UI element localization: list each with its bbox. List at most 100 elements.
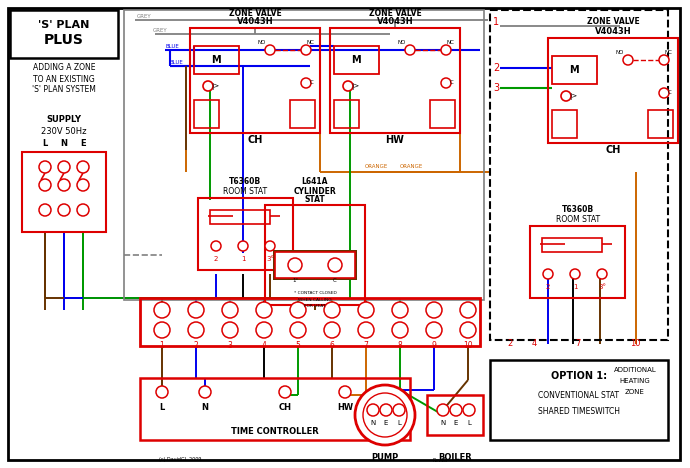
Text: |>: |>	[569, 93, 577, 100]
Bar	[198, 198, 293, 270]
Circle shape	[570, 269, 580, 279]
Text: ORANGE: ORANGE	[365, 163, 388, 168]
Text: CH: CH	[605, 145, 621, 155]
Circle shape	[392, 322, 408, 338]
Text: 1: 1	[573, 284, 578, 290]
Text: 3: 3	[493, 83, 499, 93]
Bar	[140, 378, 410, 440]
Text: M: M	[351, 55, 361, 65]
Text: ORANGE: ORANGE	[400, 163, 423, 168]
Text: NC: NC	[664, 51, 672, 56]
Text: 10: 10	[463, 341, 473, 350]
Circle shape	[437, 404, 449, 416]
Circle shape	[39, 161, 51, 173]
Text: N: N	[61, 139, 68, 148]
Bar	[542, 238, 602, 252]
Circle shape	[77, 204, 89, 216]
Circle shape	[463, 404, 475, 416]
Circle shape	[623, 55, 633, 65]
Text: Rev1a: Rev1a	[433, 458, 448, 462]
Circle shape	[154, 322, 170, 338]
Circle shape	[358, 322, 374, 338]
Circle shape	[405, 45, 415, 55]
Circle shape	[659, 88, 669, 98]
Text: 3°: 3°	[598, 284, 606, 290]
Bar	[290, 100, 315, 128]
Text: NO: NO	[258, 41, 266, 45]
Text: 3: 3	[228, 341, 233, 350]
Text: V4043H: V4043H	[237, 17, 273, 27]
Text: BOILER: BOILER	[438, 453, 472, 461]
Circle shape	[460, 322, 476, 338]
Bar	[190, 28, 320, 133]
Bar	[648, 110, 673, 138]
Text: 1°: 1°	[292, 278, 298, 284]
Circle shape	[77, 179, 89, 191]
Circle shape	[203, 81, 213, 91]
Text: TO AN EXISTING: TO AN EXISTING	[33, 74, 95, 83]
Circle shape	[339, 386, 351, 398]
Bar	[273, 250, 357, 280]
Text: L: L	[467, 420, 471, 426]
Text: T6360B: T6360B	[229, 177, 261, 187]
Text: HW: HW	[386, 135, 404, 145]
Text: 1: 1	[159, 341, 164, 350]
Text: CYLINDER: CYLINDER	[294, 188, 337, 197]
Bar	[490, 10, 668, 340]
Text: T6360B: T6360B	[562, 205, 594, 214]
Circle shape	[460, 302, 476, 318]
Circle shape	[39, 204, 51, 216]
Circle shape	[441, 78, 451, 88]
Circle shape	[265, 241, 275, 251]
Text: ROOM STAT: ROOM STAT	[223, 188, 267, 197]
Bar	[194, 46, 239, 74]
Circle shape	[77, 161, 89, 173]
Text: 8: 8	[397, 341, 402, 350]
Text: SUPPLY: SUPPLY	[46, 116, 81, 124]
Text: M: M	[211, 55, 221, 65]
Circle shape	[301, 78, 311, 88]
Text: 230V 50Hz: 230V 50Hz	[41, 126, 87, 136]
Bar	[552, 110, 577, 138]
Text: 7: 7	[364, 341, 368, 350]
Bar	[430, 100, 455, 128]
Circle shape	[392, 302, 408, 318]
Circle shape	[279, 386, 291, 398]
Circle shape	[58, 161, 70, 173]
Text: NC: NC	[306, 41, 314, 45]
Text: |>: |>	[351, 82, 359, 89]
Text: C: C	[668, 90, 672, 95]
Text: ROOM STAT: ROOM STAT	[556, 215, 600, 225]
Text: E: E	[384, 420, 388, 426]
Text: TIME CONTROLLER: TIME CONTROLLER	[231, 427, 319, 437]
Text: GREY: GREY	[153, 28, 168, 32]
Text: ZONE VALVE: ZONE VALVE	[228, 9, 282, 19]
Circle shape	[290, 302, 306, 318]
Circle shape	[343, 81, 353, 91]
Text: ZONE VALVE: ZONE VALVE	[368, 9, 422, 19]
Bar	[548, 38, 678, 143]
Bar	[124, 10, 484, 300]
Text: CONVENTIONAL STAT: CONVENTIONAL STAT	[538, 392, 620, 401]
Text: N: N	[371, 420, 375, 426]
Text: ZONE VALVE: ZONE VALVE	[586, 17, 640, 27]
Circle shape	[188, 302, 204, 318]
Text: C: C	[450, 80, 454, 86]
Bar	[427, 395, 483, 435]
Circle shape	[543, 269, 553, 279]
Circle shape	[367, 404, 379, 416]
Text: NO: NO	[398, 41, 406, 45]
Circle shape	[58, 204, 70, 216]
Text: L: L	[42, 139, 48, 148]
Text: 9: 9	[431, 341, 437, 350]
Text: 7: 7	[575, 339, 581, 349]
Circle shape	[561, 91, 571, 101]
Bar	[334, 46, 379, 74]
Circle shape	[355, 385, 415, 445]
Bar	[10, 10, 118, 58]
Text: 4: 4	[531, 339, 537, 349]
Bar	[530, 226, 625, 298]
Circle shape	[265, 45, 275, 55]
Text: 4: 4	[262, 341, 266, 350]
Circle shape	[222, 322, 238, 338]
